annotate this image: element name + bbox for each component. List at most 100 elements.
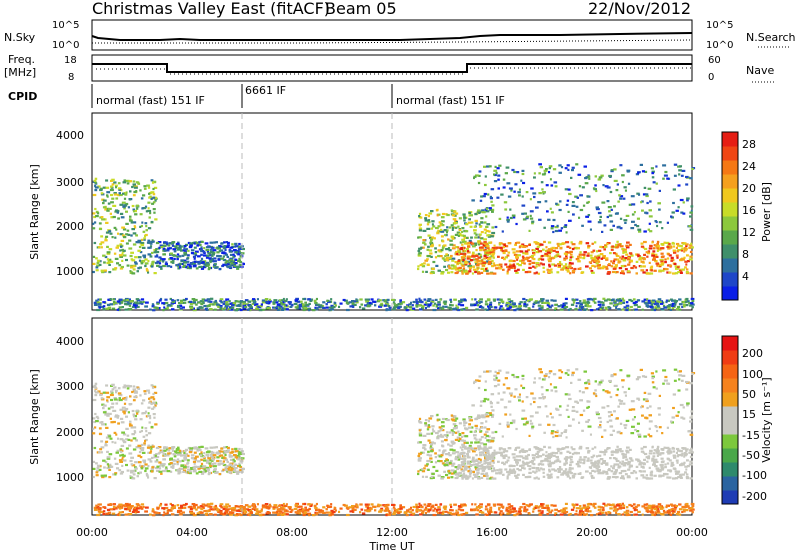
power-cell — [667, 299, 670, 302]
power-cell — [92, 193, 97, 197]
power-cell — [238, 259, 242, 262]
power-cell — [445, 258, 449, 262]
velocity-cell — [132, 448, 137, 451]
power-cell — [98, 227, 103, 231]
velocity-cell — [651, 506, 655, 509]
power-cell — [122, 181, 127, 184]
velocity-cell — [143, 461, 146, 464]
power-cell — [654, 306, 658, 309]
power-cell — [572, 299, 576, 302]
velocity-cell — [140, 443, 144, 446]
power-cell — [111, 307, 116, 310]
power-cell — [319, 306, 323, 309]
velocity-cell — [199, 505, 203, 508]
velocity-cell — [222, 450, 224, 453]
power-cell — [521, 212, 525, 215]
power-cell — [114, 301, 118, 304]
power-cell — [207, 300, 211, 303]
power-cell — [679, 245, 683, 248]
power-cell — [405, 309, 409, 312]
velocity-cell — [141, 412, 144, 415]
velocity-cell — [348, 506, 353, 509]
velocity-cell — [487, 440, 491, 443]
velocity-cell — [186, 468, 191, 471]
nsearch-trace — [92, 39, 693, 44]
velocity-cell — [220, 454, 224, 457]
power-cell — [405, 305, 409, 308]
power-cell — [127, 233, 131, 236]
power-cell — [419, 263, 423, 267]
velocity-cell — [135, 439, 138, 442]
power-cell — [276, 303, 281, 306]
velocity-cell — [446, 436, 448, 439]
velocity-cell — [385, 508, 390, 511]
velocity-cell — [479, 503, 483, 506]
power-cell — [610, 299, 614, 302]
velocity-cell — [311, 514, 316, 517]
power-cell — [689, 304, 693, 307]
velocity-cell — [236, 470, 240, 474]
velocity-cell — [459, 439, 462, 442]
velocity-cell — [314, 504, 317, 507]
power-cell — [273, 299, 278, 302]
power-cell — [521, 261, 525, 264]
velocity-cell — [651, 513, 654, 516]
velocity-cell — [183, 451, 186, 455]
power-cell — [542, 270, 546, 273]
power-cell — [477, 209, 481, 212]
velocity-cell — [216, 451, 220, 454]
velocity-cell — [99, 503, 102, 506]
power-cell — [233, 264, 236, 267]
power-cell — [427, 221, 431, 224]
velocity-cell — [220, 462, 225, 465]
velocity-cell — [155, 446, 160, 450]
power-cell — [589, 305, 592, 308]
velocity-cell — [450, 429, 454, 432]
power-cell — [119, 203, 124, 206]
power-cell — [474, 298, 477, 301]
power-cell — [175, 242, 180, 246]
velocity-cell — [454, 438, 459, 441]
power-cell — [177, 263, 181, 266]
velocity-cell — [491, 464, 494, 467]
power-cell — [614, 303, 617, 306]
power-cell — [450, 209, 454, 212]
velocity-cell — [317, 508, 320, 511]
velocity-cell — [297, 505, 301, 508]
power-cell — [455, 212, 459, 215]
power-cell — [538, 300, 542, 303]
power-cell — [616, 212, 619, 215]
power-cell — [95, 266, 99, 269]
velocity-cell — [267, 505, 272, 508]
power-cell — [441, 247, 445, 250]
velocity-cell — [256, 503, 259, 506]
velocity-cell — [477, 505, 480, 508]
velocity-cell — [569, 512, 572, 516]
power-cell — [609, 220, 614, 223]
power-cell — [486, 298, 491, 301]
power-cell — [622, 272, 625, 275]
power-cell — [224, 261, 228, 264]
velocity-cell — [374, 509, 377, 512]
power-cell — [188, 246, 193, 249]
velocity-cell — [439, 429, 442, 432]
power-cell — [607, 206, 612, 209]
velocity-cell — [440, 476, 445, 479]
velocity-cell — [224, 466, 228, 469]
power-cell — [478, 305, 483, 309]
velocity-cell — [213, 465, 217, 468]
power-cell — [370, 298, 374, 301]
velocity-cell — [120, 444, 125, 447]
power-cell — [160, 246, 164, 249]
power-cell — [640, 201, 643, 204]
power-cell — [169, 257, 173, 260]
power-cell — [133, 225, 136, 228]
nsky-trace — [91, 32, 693, 41]
power-cell — [480, 271, 484, 274]
velocity-cell — [213, 462, 217, 465]
power-cell — [570, 303, 575, 306]
velocity-cell — [641, 505, 645, 508]
velocity-cell — [147, 412, 150, 415]
power-cell — [479, 225, 483, 228]
power-cell — [525, 245, 529, 248]
